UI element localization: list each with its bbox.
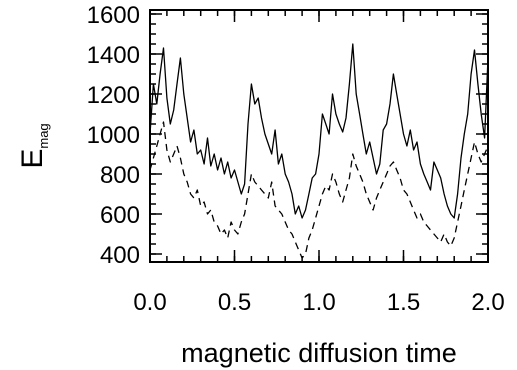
x-tick-label: 0.5 (218, 289, 251, 316)
plot-lines (149, 43, 489, 259)
x-tick-label: 0.0 (133, 289, 166, 316)
y-tick-label: 1400 (87, 42, 140, 69)
y-axis-title: Emag (16, 123, 51, 168)
y-tick-label: 800 (100, 162, 140, 189)
y-tick-label: 1600 (87, 2, 140, 29)
y-tick-label: 1200 (87, 82, 140, 109)
series-line-dashed (149, 121, 489, 259)
x-axis-title: magnetic diffusion time (181, 338, 457, 368)
y-tick-label: 400 (100, 242, 140, 269)
x-tick-label: 2.0 (471, 289, 504, 316)
ticks (149, 10, 489, 262)
x-tick-label: 1.5 (387, 289, 420, 316)
tick-labels: 0.0 0.5 1.0 1.5 2.0 400 600 800 1000 1200 1400 1600 (87, 2, 505, 316)
series-line-solid (149, 43, 489, 219)
plot-frame (149, 9, 489, 263)
y-tick-label: 600 (100, 202, 140, 229)
y-tick-label: 1000 (87, 122, 140, 149)
x-tick-label: 1.0 (302, 289, 335, 316)
y-axis-title-main: E (16, 149, 49, 169)
y-axis-title-sub: mag (36, 123, 51, 148)
